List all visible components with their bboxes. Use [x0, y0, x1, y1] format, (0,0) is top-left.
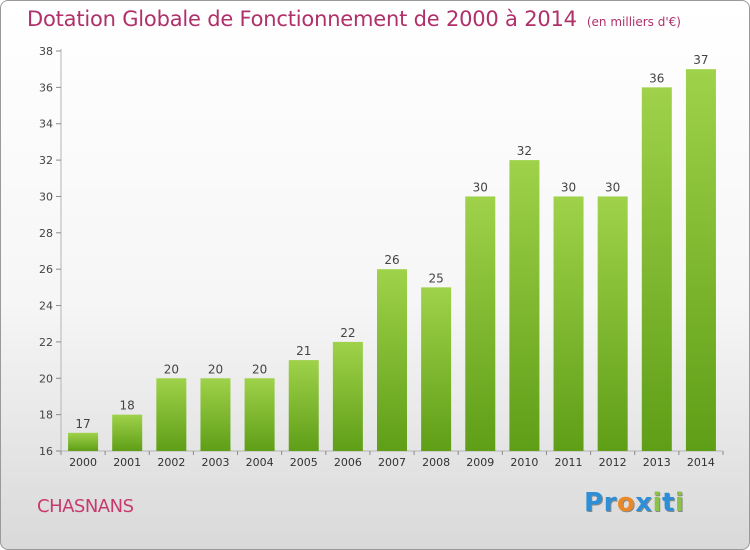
y-tick-label: 22	[39, 336, 53, 349]
bar	[509, 160, 540, 451]
x-tick-label: 2014	[687, 456, 715, 469]
y-tick-label: 18	[39, 409, 53, 422]
bar	[156, 378, 187, 451]
y-tick-label: 16	[39, 445, 53, 458]
x-tick-label: 2011	[555, 456, 583, 469]
logo-letter: r	[603, 488, 617, 518]
bar	[465, 196, 496, 451]
logo-letter: i	[652, 488, 662, 518]
y-tick-label: 24	[39, 300, 53, 313]
x-tick-label: 2008	[422, 456, 450, 469]
data-label: 26	[384, 253, 399, 267]
commune-name: CHASNANS	[37, 496, 134, 517]
logo-letter: P	[584, 488, 604, 518]
bar	[685, 69, 716, 451]
x-tick-label: 2003	[201, 456, 229, 469]
bars	[68, 69, 716, 451]
y-tick-label: 20	[39, 372, 53, 385]
chart-title: Dotation Globale de Fonctionnement de 20…	[27, 7, 681, 31]
x-tick-label: 2010	[510, 456, 538, 469]
data-labels: 17 18 20 20 20 21 22 26 25 30 32 30 30 36 37	[75, 53, 708, 431]
y-tick-label: 32	[39, 154, 53, 167]
data-label: 32	[517, 144, 532, 158]
x-tick-label: 2000	[69, 456, 97, 469]
logo-letter: t	[661, 488, 675, 518]
title-text: Dotation Globale de Fonctionnement de 20…	[27, 7, 577, 31]
data-label: 37	[693, 53, 708, 67]
data-label: 20	[164, 362, 179, 376]
axes: 16 18 20 22 24 26 28 30 32 34 36 38 2000 2001 2002 2003…	[39, 45, 724, 469]
x-tick-label: 2005	[290, 456, 318, 469]
x-tick-label: 2001	[113, 456, 141, 469]
data-label: 17	[75, 417, 90, 431]
data-label: 30	[605, 180, 620, 194]
x-tick-label: 2013	[643, 456, 671, 469]
bar	[597, 196, 628, 451]
y-tick-label: 36	[39, 81, 53, 94]
y-tick-label: 26	[39, 263, 53, 276]
data-label: 25	[428, 271, 443, 285]
data-label: 30	[561, 180, 576, 194]
logo-letter: x	[635, 488, 653, 518]
x-tick-label: 2007	[378, 456, 406, 469]
y-tick-label: 38	[39, 45, 53, 58]
bar	[641, 87, 672, 451]
bar	[68, 432, 99, 451]
bar	[553, 196, 584, 451]
data-label: 18	[120, 399, 135, 413]
bar	[288, 360, 319, 451]
y-tick-label: 30	[39, 190, 53, 203]
logo-letter: i	[674, 488, 685, 518]
bar	[244, 378, 275, 451]
data-label: 20	[252, 362, 267, 376]
data-label: 21	[296, 344, 311, 358]
bar	[112, 414, 143, 451]
bar	[332, 341, 363, 451]
logo-letter: o	[616, 488, 636, 518]
bar	[377, 269, 407, 451]
y-tick-label: 28	[39, 227, 53, 240]
data-label: 22	[340, 326, 355, 340]
bar	[421, 287, 452, 451]
y-tick-label: 34	[39, 118, 53, 131]
data-label: 30	[473, 180, 488, 194]
data-label: 20	[208, 362, 223, 376]
x-tick-label: 2004	[246, 456, 274, 469]
x-tick-label: 2009	[466, 456, 494, 469]
x-tick-label: 2012	[599, 456, 627, 469]
title-unit: (en milliers d'€)	[586, 15, 681, 29]
proxiti-logo[interactable]: Proxiti	[584, 488, 684, 518]
data-label: 36	[649, 71, 664, 85]
bar	[200, 378, 231, 451]
x-tick-label: 2006	[334, 456, 362, 469]
x-tick-label: 2002	[157, 456, 185, 469]
